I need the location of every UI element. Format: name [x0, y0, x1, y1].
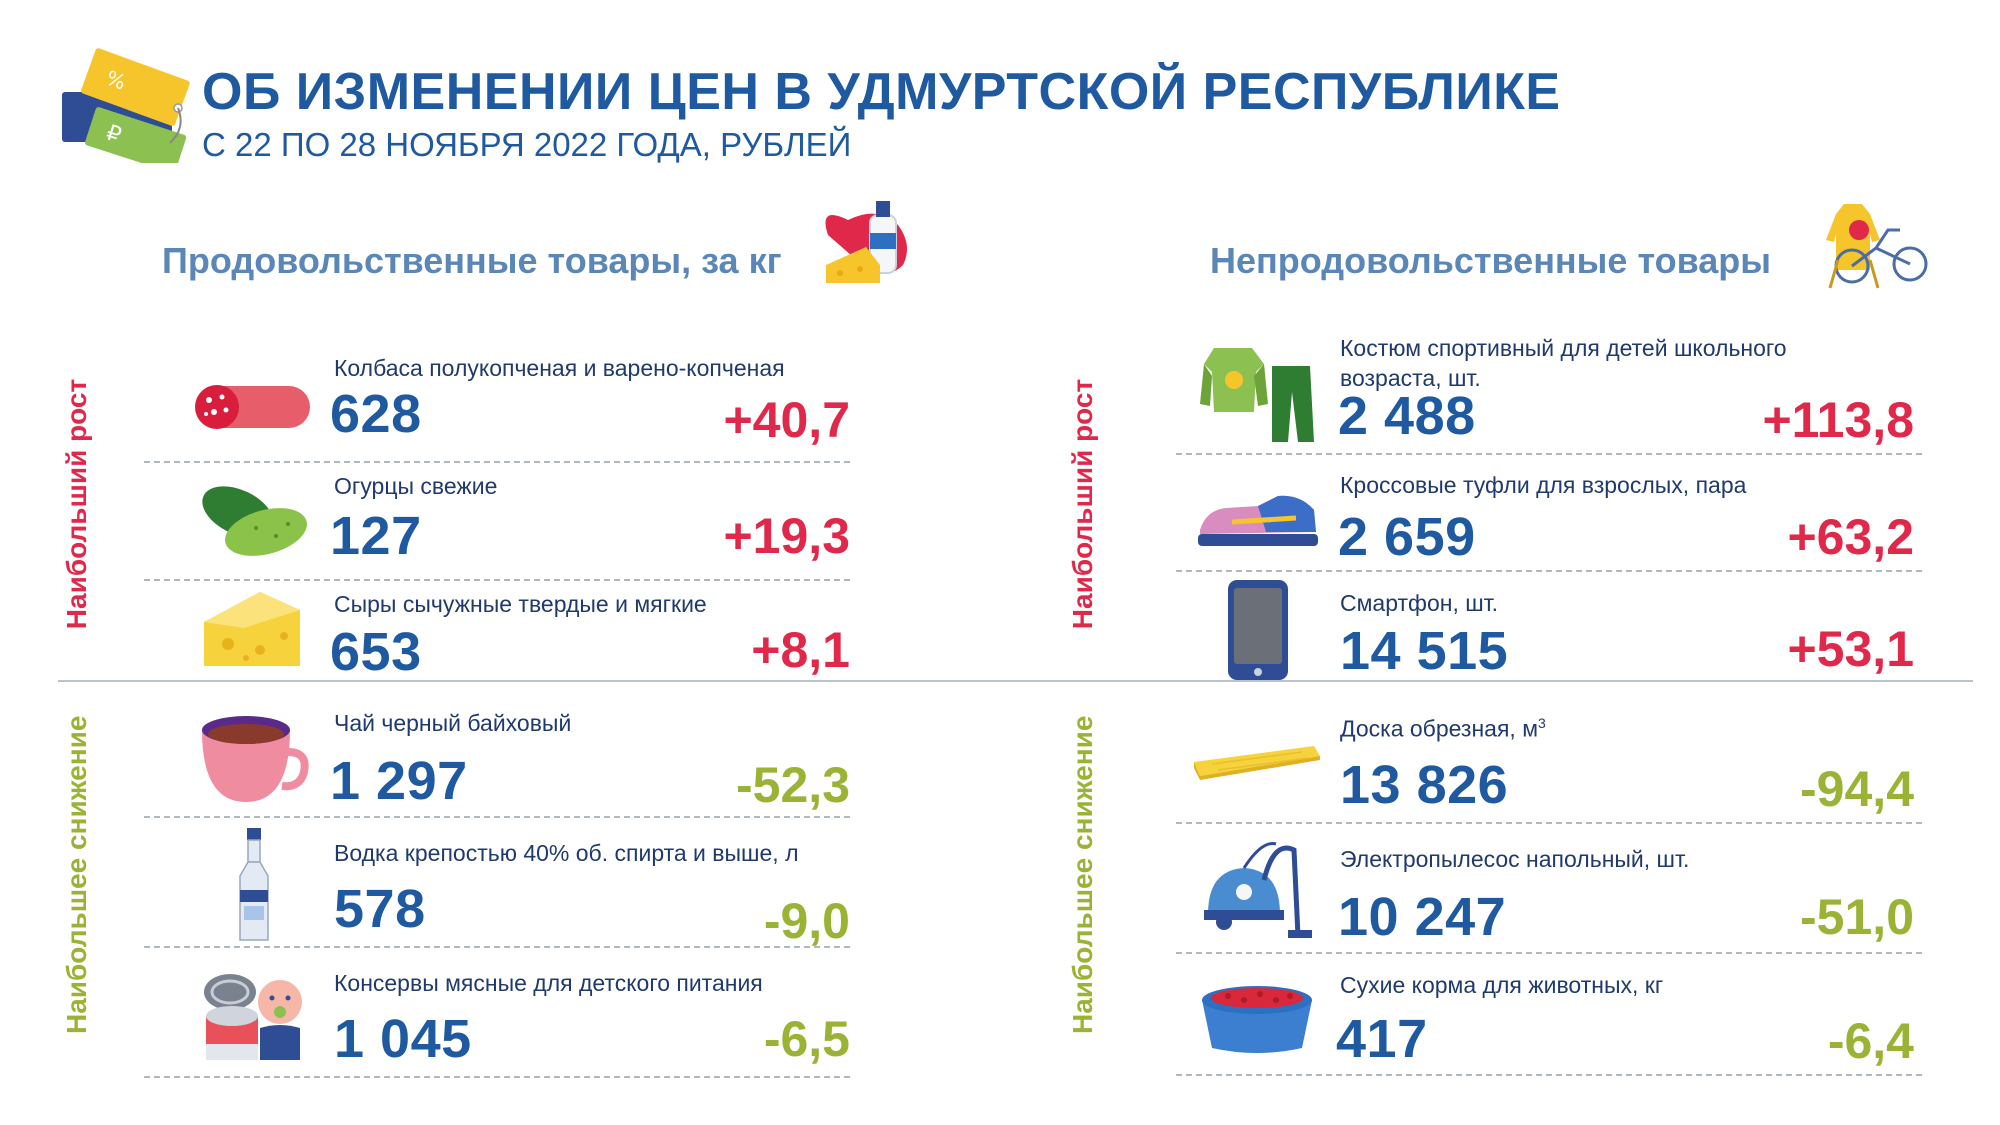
food-rise-label: Наибольший рост [61, 378, 92, 630]
item-name: Смартфон, шт. [1340, 590, 1499, 616]
item-price: 578 [334, 879, 426, 939]
item-name: Сухие корма для животных, кг [1340, 972, 1664, 998]
item-change: +63,2 [1787, 509, 1914, 565]
sausage-icon [195, 385, 310, 429]
clothes-bicycle-icon [1826, 204, 1928, 289]
vodka-bottle-icon [239, 828, 269, 941]
item-name: Кроссовые туфли для взрослых, пара [1340, 472, 1747, 498]
row-divider [144, 461, 850, 463]
food-item-baby-food: Консервы мясные для детского питания 1 0… [144, 960, 850, 1078]
tracksuit-icon [1200, 348, 1314, 442]
sneaker-icon [1198, 495, 1318, 546]
item-name: Сыры сычужные твердые и мягкие [334, 591, 707, 617]
price-tags-icon: ₽ % [62, 48, 190, 163]
item-name: Костюм спортивный для детей школьного воз… [1340, 335, 1787, 391]
item-price: 628 [330, 384, 422, 444]
row-divider [144, 1076, 850, 1078]
item-name: Огурцы свежие [334, 473, 498, 499]
item-name: Электропылесос напольный, шт. [1340, 846, 1690, 872]
food-item-vodka: Водка крепостью 40% об. спирта и выше, л… [144, 830, 850, 949]
item-price: 10 247 [1338, 887, 1507, 947]
nonfood-item-vacuum: Электропылесос напольный, шт. 10 247 -51… [1176, 836, 1922, 954]
item-price: 13 826 [1340, 755, 1509, 815]
tea-cup-icon [202, 716, 309, 802]
item-name: Чай черный байховый [334, 710, 572, 736]
row-divider [1176, 570, 1922, 572]
item-price: 14 515 [1340, 621, 1509, 681]
row-divider [1176, 822, 1922, 824]
item-price: 1 297 [330, 751, 468, 811]
item-price: 2 659 [1338, 507, 1476, 567]
item-name: Водка крепостью 40% об. спирта и выше, л [334, 840, 799, 866]
item-change: +19,3 [723, 508, 850, 564]
item-price: 653 [330, 622, 422, 682]
nonfood-item-smartphone: Смартфон, шт. 14 515 +53,1 [1176, 580, 1922, 698]
item-change: -6,4 [1827, 1013, 1914, 1069]
item-change: -9,0 [763, 893, 850, 949]
item-change: +113,8 [1762, 392, 1914, 448]
item-price: 417 [1336, 1009, 1428, 1069]
cheese-icon [204, 592, 300, 666]
food-item-cheese: Сыры сычужные твердые и мягкие 653 +8,1 [144, 581, 850, 699]
item-change: +40,7 [723, 392, 850, 448]
section-divider [58, 680, 1973, 682]
row-divider [1176, 952, 1922, 954]
item-name: Доска обрезная, м3 [1340, 715, 1546, 742]
page-title: ОБ ИЗМЕНЕНИИ ЦЕН В УДМУРТСКОЙ РЕСПУБЛИКЕ [202, 63, 1561, 121]
item-change: -52,3 [736, 757, 850, 813]
row-divider [144, 579, 850, 581]
food-item-tea: Чай черный байховый 1 297 -52,3 [144, 700, 850, 818]
item-change: -94,4 [1800, 761, 1914, 817]
nonfood-item-board: Доска обрезная, м3 13 826 -94,4 [1176, 700, 1922, 824]
item-name: Колбаса полукопченая и варено-копченая [334, 355, 785, 381]
nonfood-item-tracksuit: Костюм спортивный для детей школьного воз… [1176, 325, 1922, 455]
item-price: 127 [330, 506, 422, 566]
item-name: Консервы мясные для детского питания [334, 970, 763, 996]
food-item-sausage: Колбаса полукопченая и варено-копченая 6… [144, 345, 850, 463]
row-divider [1176, 453, 1922, 455]
food-section-heading: Продовольственные товары, за кг [162, 240, 782, 281]
cucumber-icon [202, 486, 307, 556]
nonfood-section-heading: Непродовольственные товары [1210, 240, 1772, 281]
smartphone-icon [1228, 580, 1288, 680]
item-price: 1 045 [334, 1009, 472, 1069]
nonfood-fall-label: Наибольшее снижение [1067, 715, 1098, 1034]
item-price: 2 488 [1338, 386, 1476, 446]
row-divider [144, 946, 850, 948]
vacuum-cleaner-icon [1204, 842, 1312, 938]
nonfood-item-sneakers: Кроссовые туфли для взрослых, пара 2 659… [1176, 462, 1922, 580]
item-change: +8,1 [751, 622, 850, 678]
row-divider [1176, 1074, 1922, 1076]
item-change: +53,1 [1787, 621, 1914, 677]
food-item-cucumbers: Огурцы свежие 127 +19,3 [144, 463, 850, 581]
item-change: -51,0 [1800, 889, 1914, 945]
row-divider [144, 816, 850, 818]
page-subtitle: С 22 ПО 28 НОЯБРЯ 2022 ГОДА, РУБЛЕЙ [202, 126, 852, 163]
baby-food-cans-icon [204, 974, 302, 1060]
nonfood-item-pet-food: Сухие корма для животных, кг 417 -6,4 [1176, 962, 1922, 1080]
wooden-board-icon [1194, 746, 1320, 780]
food-groceries-icon [825, 201, 907, 283]
pet-food-bowl-icon [1202, 986, 1312, 1053]
nonfood-rise-label: Наибольший рост [1067, 378, 1098, 630]
item-change: -6,5 [763, 1011, 850, 1067]
food-fall-label: Наибольшее снижение [61, 715, 92, 1034]
